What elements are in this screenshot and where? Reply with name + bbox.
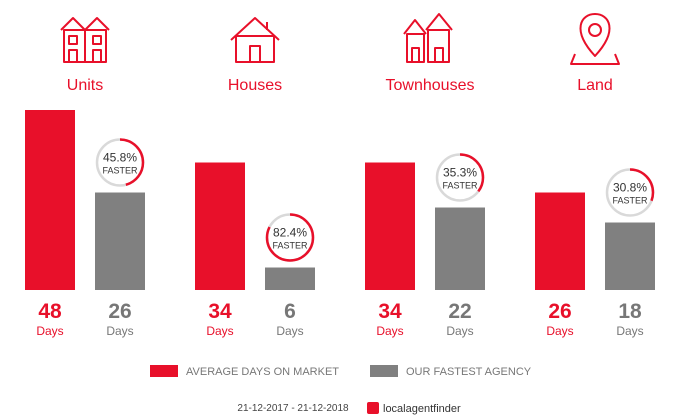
bar-value: 18 xyxy=(618,300,642,323)
category-label: Townhouses xyxy=(386,77,475,94)
faster-badge: 45.8%FASTER xyxy=(95,138,145,187)
faster-badge-value: 82.4% xyxy=(273,226,307,240)
brand-logo-icon xyxy=(367,402,379,414)
category-label: Houses xyxy=(228,77,282,94)
faster-badge: 82.4%FASTER xyxy=(265,213,315,262)
bar-value-unit: Days xyxy=(276,324,303,338)
bar-average-days xyxy=(25,110,75,290)
faster-badge-label: FASTER xyxy=(612,196,648,206)
bar-value-unit: Days xyxy=(206,324,233,338)
bar-fastest-agency xyxy=(435,207,485,290)
faster-badge-value: 35.3% xyxy=(443,166,477,180)
townhouses-icon xyxy=(403,13,453,63)
faster-badge-label: FASTER xyxy=(442,181,478,191)
bar-average-days xyxy=(535,192,585,290)
units-icon xyxy=(60,17,110,63)
bar-value: 6 xyxy=(284,300,296,323)
category-label: Units xyxy=(67,77,103,94)
bar-average-days xyxy=(195,162,245,290)
bar-value: 26 xyxy=(108,300,131,323)
bar-value: 22 xyxy=(448,300,471,323)
bar-fastest-agency xyxy=(605,222,655,290)
category-label: Land xyxy=(577,77,613,94)
bar-average-days xyxy=(365,162,415,290)
bar-value: 26 xyxy=(548,300,571,323)
legend-label-fastest: OUR FASTEST AGENCY xyxy=(406,366,532,378)
brand-name: localagentfinder xyxy=(383,403,461,415)
house-icon xyxy=(230,17,280,63)
faster-badge-label: FASTER xyxy=(272,241,308,251)
bar-value: 48 xyxy=(38,300,62,323)
bar-fastest-agency xyxy=(265,267,315,290)
date-range: 21-12-2017 - 21-12-2018 xyxy=(237,403,349,414)
faster-badge: 35.3%FASTER xyxy=(435,153,485,202)
faster-badge-arc xyxy=(95,138,145,187)
bar-value-unit: Days xyxy=(36,324,63,338)
faster-badge-arc xyxy=(435,153,485,202)
bar-value-unit: Days xyxy=(616,324,643,338)
faster-badge-arc xyxy=(605,168,655,217)
faster-badge-value: 45.8% xyxy=(103,151,137,165)
faster-badge-label: FASTER xyxy=(102,166,138,176)
bar-fastest-agency xyxy=(95,192,145,290)
bar-value: 34 xyxy=(208,300,232,323)
land-pin-icon xyxy=(570,13,620,65)
bar-value-unit: Days xyxy=(446,324,473,338)
faster-badge-arc xyxy=(265,213,315,262)
bar-value-unit: Days xyxy=(546,324,573,338)
faster-badge-value: 30.8% xyxy=(613,181,647,195)
bar-value-unit: Days xyxy=(376,324,403,338)
legend-swatch-fastest xyxy=(370,365,398,377)
legend-swatch-average xyxy=(150,365,178,377)
bar-value: 34 xyxy=(378,300,402,323)
legend-label-average: AVERAGE DAYS ON MARKET xyxy=(186,366,339,378)
faster-badge: 30.8%FASTER xyxy=(605,168,655,217)
bar-value-unit: Days xyxy=(106,324,133,338)
